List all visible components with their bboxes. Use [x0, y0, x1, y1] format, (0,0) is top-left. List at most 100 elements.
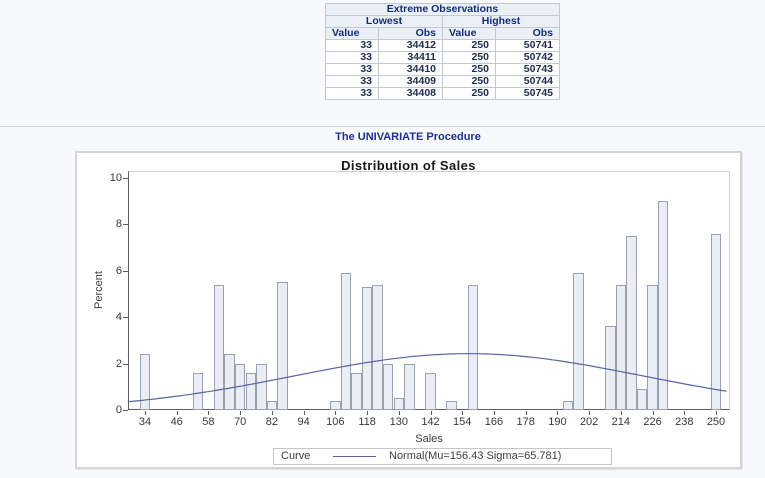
table-cell: 250: [442, 39, 496, 52]
histogram-bar: [636, 389, 648, 410]
y-tick-mark: [123, 317, 128, 319]
y-tick-mark: [123, 410, 128, 411]
col-header-obs-highest: Obs: [495, 27, 560, 40]
table-cell: 33: [325, 39, 379, 52]
x-tick-mark: [271, 411, 273, 415]
table-cell: 250: [442, 51, 496, 64]
table-cell: 50745: [495, 87, 560, 100]
col-header-value-highest: Value: [442, 27, 496, 40]
table-cell: 250: [442, 75, 496, 88]
x-tick-mark: [620, 411, 622, 415]
chart-panel: Distribution of Sales 0 2 4 6 8 10 34 46 58 70 82…: [75, 151, 742, 469]
table-cell: 34410: [378, 63, 443, 76]
y-tick-label: 2: [115, 357, 122, 370]
table-cell: 50743: [495, 63, 560, 76]
x-tick-label: 190: [548, 416, 567, 428]
group-header-highest: Highest: [442, 15, 560, 28]
x-tick-mark: [303, 411, 305, 415]
histogram-bar: [382, 363, 394, 410]
col-header-obs-lowest: Obs: [378, 27, 443, 40]
column-header-row: Value Obs Value Obs: [325, 27, 560, 40]
y-tick-mark: [123, 363, 128, 365]
histogram-bar: [626, 235, 637, 410]
histogram-bar: [330, 400, 341, 410]
table-cell: 33: [325, 87, 379, 100]
x-tick-label: 154: [453, 416, 472, 428]
table-cell: 33: [325, 51, 379, 64]
x-tick-label: 238: [675, 416, 694, 428]
legend-line-swatch: [333, 456, 376, 457]
histogram-bar: [425, 372, 436, 410]
y-tick-label: 0: [115, 404, 122, 416]
histogram-bar: [139, 354, 151, 410]
extreme-observations-table: Extreme Observations Lowest Highest Valu…: [325, 3, 560, 100]
section-divider: [0, 126, 765, 127]
histogram-bar: [393, 398, 405, 410]
table-title: Extreme Observations: [325, 3, 560, 16]
x-tick-label: 118: [358, 416, 376, 428]
col-header-value-lowest: Value: [325, 27, 379, 40]
x-tick-mark: [493, 411, 495, 415]
x-tick-label: 202: [579, 416, 599, 428]
histogram-bar: [467, 284, 479, 410]
histogram-bar: [404, 363, 415, 410]
x-tick-mark: [240, 411, 242, 415]
y-tick-label: 4: [115, 311, 122, 324]
extreme-observations-section: Extreme Observations Lowest Highest Valu…: [325, 3, 560, 100]
histogram-bar: [361, 286, 373, 410]
x-tick-label: 94: [297, 416, 310, 428]
histogram-bar: [234, 363, 246, 410]
group-header-lowest: Lowest: [325, 15, 443, 28]
x-tick-label: 226: [643, 416, 662, 428]
y-tick-label: 6: [115, 264, 122, 277]
histogram-bar: [351, 372, 362, 410]
histogram-bar: [615, 284, 627, 410]
table-cell: 34409: [378, 75, 443, 88]
table-row: 33 34408 250 50745: [325, 87, 560, 100]
plot-area: 0 2 4 6 8 10 34 46 58 70 82 94 106 118 130 142 154 166 17…: [77, 153, 740, 467]
y-axis-label: Percent: [93, 271, 105, 309]
x-tick-mark: [367, 411, 369, 415]
x-tick-label: 70: [234, 416, 247, 428]
histogram-bar: [277, 282, 288, 410]
histogram-bar: [372, 284, 383, 410]
histogram-bar: [266, 400, 278, 410]
x-tick-mark: [430, 411, 432, 415]
histogram-bar: [340, 272, 352, 410]
table-cell: 33: [325, 63, 379, 76]
legend-title: Curve: [281, 450, 311, 462]
table-cell: 250: [442, 87, 496, 100]
histogram-bar: [224, 354, 235, 410]
x-tick-mark: [398, 411, 400, 415]
histogram-bar: [657, 200, 669, 410]
x-tick-mark: [557, 411, 559, 415]
x-tick-label: 106: [326, 416, 345, 428]
x-axis-label: Sales: [415, 433, 443, 445]
table-cell: 34412: [378, 39, 443, 52]
x-tick-mark: [176, 411, 178, 415]
y-tick-label: 8: [115, 218, 122, 231]
x-tick-label: 46: [170, 416, 183, 428]
x-tick-label: 178: [516, 416, 535, 428]
histogram-bar: [647, 284, 658, 410]
legend-entry-label: Normal(Mu=156.43 Sigma=65.781): [389, 450, 562, 462]
table-cell: 50742: [495, 51, 560, 64]
extreme-table-body: 33 34412 250 50741 33 34411 250 50742 33 34410 250…: [325, 39, 560, 100]
group-header-row: Lowest Highest: [325, 15, 560, 28]
histogram-bar: [605, 326, 616, 410]
histogram-bar: [710, 233, 722, 410]
table-row: 33 34411 250 50742: [325, 51, 560, 64]
table-cell: 250: [442, 63, 496, 76]
table-cell: 34411: [378, 51, 443, 64]
x-tick-label: 130: [389, 416, 408, 428]
table-cell: 33: [325, 75, 379, 88]
x-tick-label: 82: [265, 416, 279, 428]
histogram-bar: [192, 372, 204, 410]
histogram-bar: [573, 272, 584, 410]
histogram-bar: [245, 372, 257, 410]
x-tick-label: 34: [138, 416, 152, 428]
x-tick-mark: [652, 411, 654, 415]
x-tick-label: 250: [706, 416, 726, 428]
x-tick-mark: [589, 411, 591, 415]
y-tick-label: 10: [109, 171, 122, 184]
